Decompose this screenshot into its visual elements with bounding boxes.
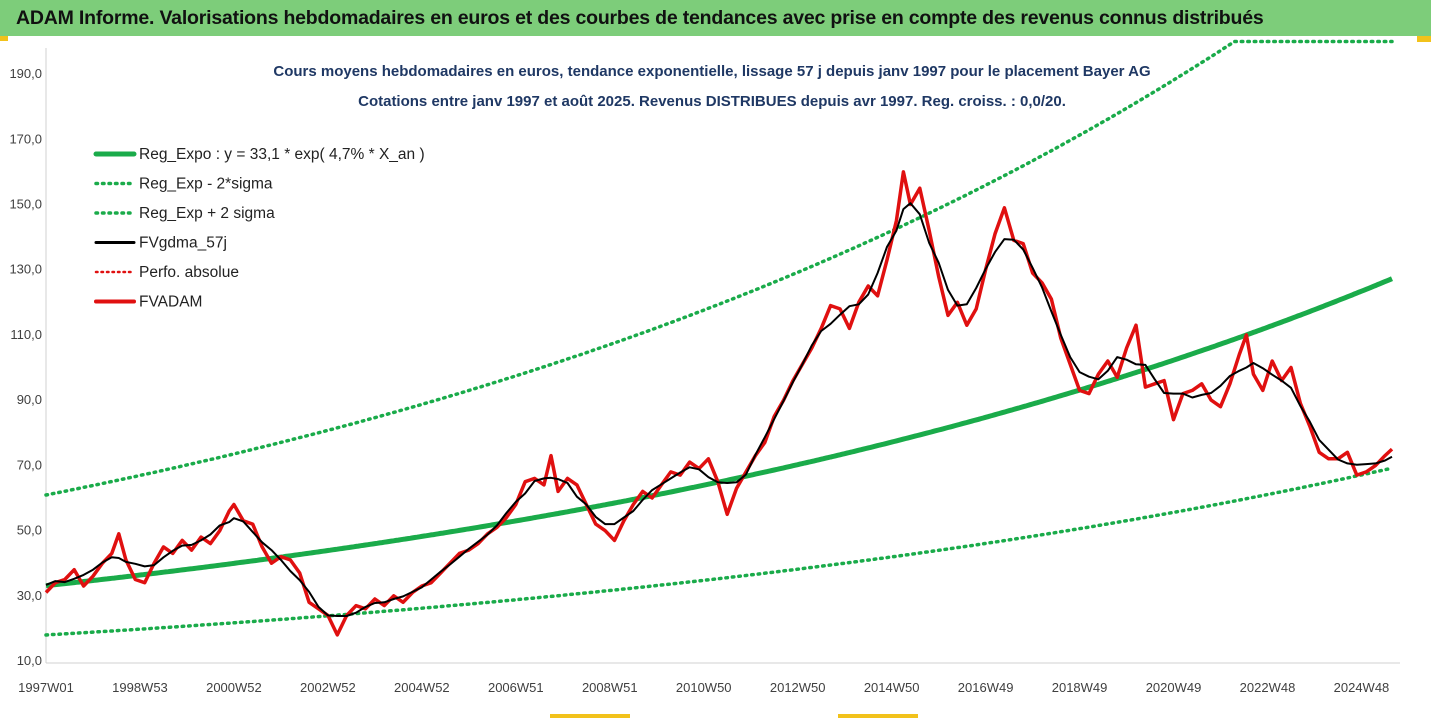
series-reg-plus-2sigma (44, 39, 1394, 497)
y-tick-label: 110,0 (10, 327, 42, 342)
x-tick-label: 2002W52 (300, 680, 356, 695)
legend: Reg_Expo : y = 33,1 * exp( 4,7% * X_an )… (93, 146, 425, 311)
legend-label-gdma: FVgdma_57j (139, 235, 227, 252)
series-reg-expo (45, 276, 1393, 589)
y-tick-label: 50,0 (17, 523, 42, 538)
y-tick-label: 10,0 (17, 653, 42, 668)
x-tick-label: 2000W52 (206, 680, 262, 695)
legend-label-high: Reg_Exp + 2 sigma (139, 205, 275, 222)
plot-area (44, 39, 1394, 637)
legend-label-reg: Reg_Expo : y = 33,1 * exp( 4,7% * X_an ) (139, 146, 425, 163)
report-banner: ADAM Informe. Valorisations hebdomadaire… (0, 0, 1431, 36)
series-fvgdma-57j (45, 202, 1393, 617)
y-axis-ticks: 10,0 30,0 50,0 70,0 90,0 110,0 130,0 150,0 170,0… (9, 66, 42, 668)
y-tick-label: 70,0 (17, 457, 42, 472)
x-tick-label: 1997W01 (18, 680, 74, 695)
y-tick-label: 190,0 (9, 66, 42, 81)
valuation-chart: Cours moyens hebdomadaires en euros, ten… (9, 39, 1400, 695)
corner-marker-bottom-left (550, 714, 630, 718)
y-tick-label: 30,0 (17, 588, 42, 603)
x-tick-label: 2022W48 (1240, 680, 1296, 695)
x-axis-ticks: 1997W01 1998W53 2000W52 2002W52 2004W52 2006W… (18, 680, 1389, 695)
corner-marker-top-left (0, 36, 8, 41)
y-tick-label: 150,0 (9, 197, 42, 212)
y-tick-label: 170,0 (9, 131, 42, 146)
x-tick-label: 2014W50 (864, 680, 920, 695)
series-reg-minus-2sigma (44, 466, 1394, 637)
x-tick-label: 2006W51 (488, 680, 544, 695)
y-tick-label: 130,0 (9, 262, 42, 277)
x-tick-label: 2016W49 (958, 680, 1014, 695)
report-title: ADAM Informe. Valorisations hebdomadaire… (16, 6, 1264, 29)
x-tick-label: 2020W49 (1146, 680, 1202, 695)
legend-label-low: Reg_Exp - 2*sigma (139, 176, 273, 193)
y-tick-label: 90,0 (17, 392, 42, 407)
corner-marker-top-right (1417, 36, 1431, 42)
x-tick-label: 2024W48 (1334, 680, 1390, 695)
x-tick-label: 2008W51 (582, 680, 638, 695)
chart-subtitle: Cotations entre janv 1997 et août 2025. … (358, 93, 1066, 110)
x-tick-label: 2018W49 (1052, 680, 1108, 695)
corner-marker-bottom-right (838, 714, 918, 718)
x-tick-label: 1998W53 (112, 680, 168, 695)
x-tick-label: 2010W50 (676, 680, 732, 695)
legend-label-fvadam: FVADAM (139, 294, 202, 311)
legend-label-perfo: Perfo. absolue (139, 264, 239, 281)
x-tick-label: 2004W52 (394, 680, 450, 695)
x-tick-label: 2012W50 (770, 680, 826, 695)
chart-title: Cours moyens hebdomadaires en euros, ten… (273, 63, 1150, 80)
series-fvadam (44, 170, 1394, 637)
